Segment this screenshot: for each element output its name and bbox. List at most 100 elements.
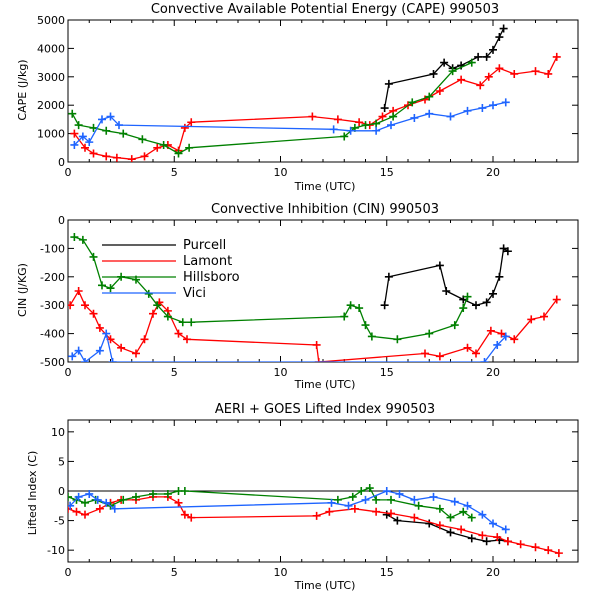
lamont-point: [476, 81, 485, 90]
cape-panel: Convective Available Potential Energy (C…: [16, 2, 579, 193]
lamont-point: [81, 143, 89, 152]
purcell-line: [383, 28, 505, 109]
lamont-point: [112, 153, 121, 162]
hillsboro-point: [68, 492, 72, 501]
lamont-point: [149, 309, 157, 318]
vici-point: [382, 487, 391, 495]
purcell-point: [489, 289, 497, 298]
hillsboro-point: [81, 498, 89, 507]
lamont-point: [68, 301, 75, 310]
vici-point: [93, 495, 102, 504]
purcell-point: [384, 79, 393, 88]
hillsboro-point: [340, 312, 349, 321]
lamont-point: [544, 69, 553, 78]
lifted-index-panel: AERI + GOES Lifted Index 990503 Time (UT…: [26, 402, 579, 592]
lamont-point: [95, 504, 104, 513]
x-tick-label: 20: [486, 566, 500, 579]
purcell-point: [380, 104, 389, 113]
lamont-point: [378, 112, 387, 121]
hillsboro-point: [153, 301, 162, 310]
lamont-point: [312, 511, 321, 520]
y-tick-label: 10: [51, 426, 65, 439]
purcell-point: [499, 244, 508, 253]
lamont-point: [410, 513, 419, 522]
lamont-point: [81, 510, 89, 519]
purcell-point: [489, 45, 497, 54]
hillsboro-point: [389, 112, 398, 121]
hillsboro-point: [78, 235, 87, 244]
hillsboro-point: [102, 126, 111, 135]
purcell-point: [446, 528, 455, 537]
purcell-point: [382, 510, 391, 519]
vici-point: [395, 489, 404, 498]
lamont-point: [484, 72, 493, 81]
vici-point: [102, 329, 111, 338]
lamont-point: [174, 329, 183, 338]
lamont-point: [421, 349, 429, 358]
hillsboro-point: [408, 98, 417, 107]
lamont-point: [74, 287, 83, 295]
lamont-point: [544, 546, 553, 555]
vici-point: [493, 340, 502, 349]
purcell-point: [440, 58, 449, 67]
vici-point: [501, 525, 510, 534]
lamont-point: [497, 329, 506, 338]
series-group: [68, 233, 561, 362]
x-tick-label: 10: [274, 566, 288, 579]
y-tick-label: 3000: [37, 71, 65, 84]
lamont-point: [478, 531, 487, 540]
y-tick-label: 5000: [37, 14, 65, 27]
lamont-point: [552, 295, 561, 304]
hillsboro-point: [414, 501, 423, 510]
purcell-point: [495, 33, 504, 42]
purcell-point: [442, 287, 451, 295]
vici-point: [115, 121, 123, 130]
hillsboro-point: [425, 92, 434, 101]
hillsboro-point: [163, 312, 172, 321]
lamont-point: [472, 349, 480, 358]
y-tick-label: 0: [58, 214, 65, 227]
vici-point: [480, 358, 489, 362]
hillsboro-point: [174, 149, 183, 158]
hillsboro-point: [119, 129, 128, 138]
hillsboro-point: [132, 492, 140, 501]
vici-point: [346, 126, 355, 135]
purcell-point: [503, 247, 512, 256]
vici-point: [344, 501, 353, 510]
lamont-point: [325, 507, 334, 516]
purcell-point: [499, 24, 508, 33]
purcell-point: [429, 69, 438, 78]
vici-point: [489, 101, 497, 110]
y-tick-label: -100: [40, 242, 65, 255]
lamont-point: [435, 521, 444, 530]
lamont-point: [463, 343, 472, 352]
vici-point: [98, 115, 106, 124]
hillsboro-point: [459, 304, 468, 313]
hillsboro-point: [163, 489, 172, 498]
y-tick-label: -5: [54, 515, 65, 528]
hillsboro-point: [346, 301, 355, 310]
hillsboro-point: [365, 484, 374, 493]
x-tick-label: 15: [380, 366, 394, 379]
cape-y-axis-label: CAPE (J/kg): [16, 59, 29, 120]
x-tick-label: 15: [380, 166, 394, 179]
x-tick-label: 0: [65, 366, 72, 379]
y-tick-label: 0: [58, 485, 65, 498]
vici-point: [446, 112, 455, 121]
hillsboro-point: [435, 504, 444, 513]
x-tick-label: 0: [65, 166, 72, 179]
purcell-point: [393, 516, 402, 525]
lamont-point: [510, 335, 519, 344]
vici-point: [102, 498, 111, 507]
purcell-point: [435, 261, 444, 270]
hillsboro-point: [89, 123, 98, 132]
purcell-point: [482, 298, 491, 307]
vici-point: [478, 104, 487, 113]
lamont-point: [180, 510, 189, 519]
hillsboro-point: [68, 109, 77, 118]
lamont-point: [187, 513, 196, 522]
vici-point: [361, 495, 370, 504]
lamont-point: [70, 129, 79, 138]
